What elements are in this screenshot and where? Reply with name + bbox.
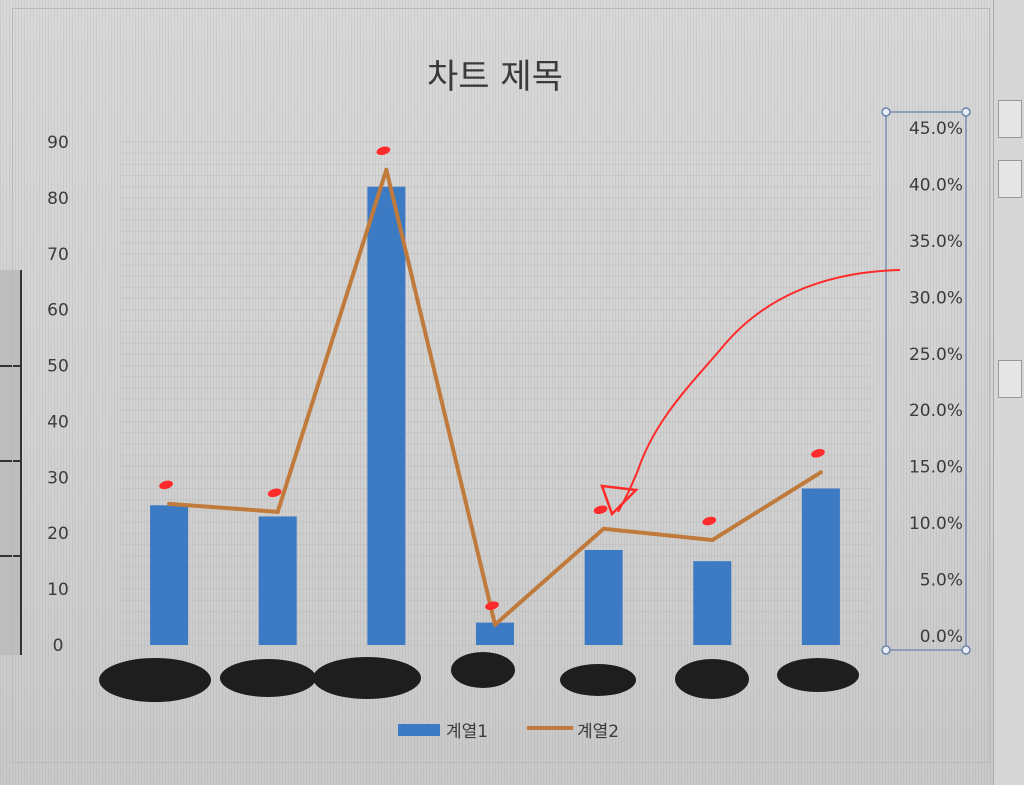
right-axis-tick-label: 0.0% [920, 627, 963, 647]
right-axis-tick-label: 20.0% [909, 401, 963, 421]
red-dot-mark [593, 505, 608, 515]
redacted-category-label [313, 657, 421, 699]
right-axis-tick-label: 25.0% [909, 345, 963, 365]
red-dot-mark [485, 601, 499, 610]
red-arrow-curve [617, 269, 901, 513]
spreadsheet-edge-right [993, 0, 1024, 785]
left-axis-tick-label: 90 [47, 133, 69, 153]
right-axis-tick-label: 10.0% [909, 514, 963, 534]
red-arrow-head [600, 484, 639, 517]
right-axis: 0.0% 5.0% 10.0% 15.0% 20.0% 25.0% 30.0% 35.0% 40… [909, 119, 963, 647]
line-series [167, 167, 823, 627]
red-dot-mark [702, 516, 717, 526]
bar-series [150, 186, 840, 645]
left-axis: 0 10 20 30 40 50 60 70 80 90 [47, 133, 69, 656]
legend-label-series2: 계열2 [577, 722, 619, 742]
selection-handle[interactable] [881, 645, 891, 655]
line-point[interactable] [818, 470, 823, 475]
selection-handle[interactable] [961, 107, 971, 117]
bar[interactable] [584, 549, 623, 645]
left-axis-tick-label: 60 [47, 301, 69, 321]
bar[interactable] [150, 505, 189, 645]
spreadsheet-edge-left [0, 270, 22, 655]
redacted-category-label [560, 664, 636, 696]
left-axis-tick-label: 30 [47, 468, 69, 488]
bar[interactable] [476, 622, 514, 645]
selection-handle[interactable] [881, 107, 891, 117]
secondary-axis-selection[interactable] [881, 107, 971, 655]
right-axis-tick-label: 15.0% [909, 458, 963, 478]
redacted-category-label [99, 658, 211, 702]
bar[interactable] [258, 516, 297, 645]
chart-area[interactable] [12, 8, 990, 763]
red-dot-mark [376, 146, 391, 156]
line-point[interactable] [601, 526, 606, 531]
red-dot-mark [811, 449, 825, 458]
left-axis-tick-label: 20 [47, 524, 69, 544]
left-axis-tick-label: 40 [47, 412, 69, 432]
red-dot-mark [159, 480, 173, 490]
gridlines [120, 141, 870, 646]
bar[interactable] [801, 488, 840, 645]
legend-swatch-bar [398, 724, 440, 736]
line-point[interactable] [384, 167, 389, 172]
right-axis-tick-label: 30.0% [909, 288, 963, 308]
legend[interactable]: 계열1 계열2 [398, 722, 619, 742]
right-axis-tick-label: 40.0% [909, 175, 963, 195]
legend-label-series1: 계열1 [446, 722, 488, 742]
right-axis-tick-label: 5.0% [920, 571, 963, 591]
line-point[interactable] [710, 538, 715, 543]
redacted-category-label [675, 659, 749, 699]
left-axis-tick-label: 0 [53, 636, 64, 656]
line-point[interactable] [167, 501, 172, 506]
chart-title[interactable]: 차트 제목 [427, 57, 563, 97]
left-axis-tick-label: 50 [47, 357, 69, 377]
left-axis-tick-label: 10 [47, 580, 69, 600]
right-axis-tick-label: 35.0% [909, 232, 963, 252]
selection-handle[interactable] [961, 645, 971, 655]
hand-drawn-annotations [159, 146, 901, 610]
redacted-category-label [451, 652, 515, 688]
redacted-category-label [220, 659, 316, 697]
axis-selection-frame [885, 111, 967, 651]
right-axis-tick-label: 45.0% [909, 119, 963, 139]
left-axis-tick-label: 70 [47, 245, 69, 265]
redacted-category-label [777, 658, 859, 692]
bar[interactable] [693, 561, 732, 645]
line-point[interactable] [275, 509, 280, 514]
left-axis-tick-label: 80 [47, 189, 69, 209]
red-dot-mark [267, 488, 282, 498]
bar[interactable] [367, 186, 406, 645]
category-label-redactions [99, 652, 859, 702]
line-point[interactable] [493, 622, 497, 627]
